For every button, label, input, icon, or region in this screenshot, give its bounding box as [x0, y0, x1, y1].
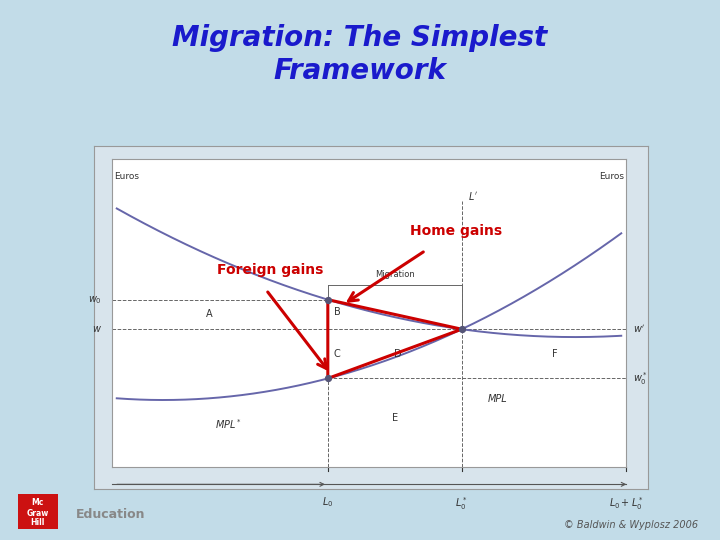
Text: $L'$: $L'$ — [468, 190, 478, 202]
Text: MPL: MPL — [487, 394, 507, 404]
Text: $w'$: $w'$ — [633, 323, 645, 335]
Text: Mc: Mc — [32, 498, 44, 508]
Text: $w$: $w$ — [92, 324, 102, 334]
Text: Migration: Migration — [375, 269, 415, 279]
Text: F: F — [552, 349, 557, 359]
Text: Graw: Graw — [27, 509, 49, 518]
Point — [456, 325, 467, 334]
Text: Foreign gains: Foreign gains — [217, 264, 323, 278]
Text: $w_0^*$: $w_0^*$ — [633, 370, 647, 387]
Point — [322, 295, 333, 304]
Text: E: E — [392, 413, 398, 423]
Text: C: C — [333, 349, 341, 359]
Text: Migration: The Simplest: Migration: The Simplest — [172, 24, 548, 52]
Point — [322, 374, 333, 383]
Text: Hill: Hill — [31, 518, 45, 528]
Text: Euros: Euros — [599, 172, 624, 180]
Text: Education: Education — [76, 508, 145, 521]
Text: $w_0$: $w_0$ — [89, 294, 102, 306]
Text: Home gains: Home gains — [410, 224, 503, 238]
Text: Framework: Framework — [274, 57, 446, 85]
Text: $MPL^*$: $MPL^*$ — [215, 417, 241, 431]
Text: A: A — [206, 309, 212, 320]
Text: $L_0$: $L_0$ — [322, 495, 333, 509]
Text: $L_0+L_0^*$: $L_0+L_0^*$ — [609, 495, 644, 512]
Text: B: B — [333, 307, 341, 317]
Text: $L_0^*$: $L_0^*$ — [455, 495, 468, 512]
Text: © Baldwin & Wyplosz 2006: © Baldwin & Wyplosz 2006 — [564, 520, 698, 530]
Text: Euros: Euros — [114, 172, 139, 180]
Text: D: D — [394, 349, 401, 359]
